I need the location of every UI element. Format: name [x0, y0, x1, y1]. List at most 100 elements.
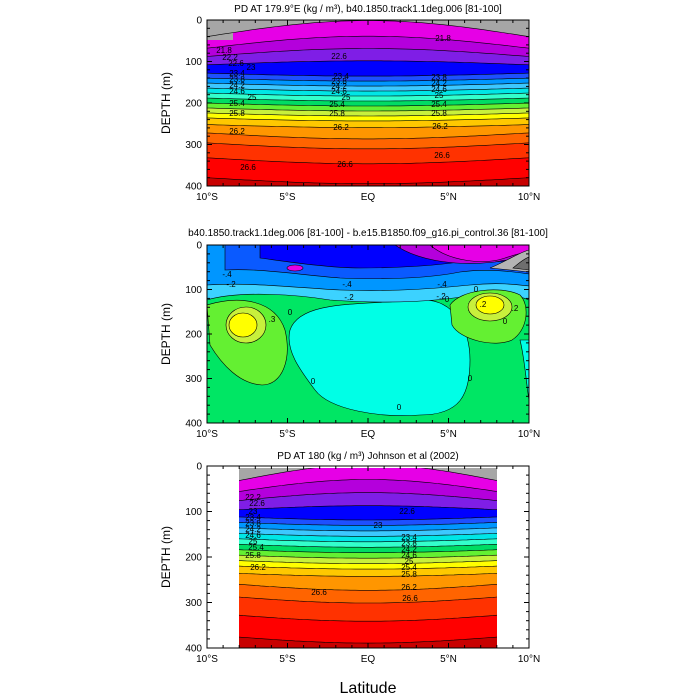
- contour-label: 25.8: [329, 109, 345, 118]
- panel-3-contour-line: [239, 554, 497, 559]
- contour-label: 23: [247, 63, 256, 72]
- x-tick-label: 10°S: [196, 654, 218, 665]
- contour-label: 25.4: [329, 100, 345, 109]
- x-tick-label: EQ: [361, 429, 376, 440]
- panel-3-contour-line: [239, 527, 497, 532]
- contour-label: 25.4: [401, 563, 417, 572]
- panel-3-contour-labels: 22.222.62323.423.824.224.62525.425.826.2…: [245, 493, 418, 603]
- contour-label: 22.6: [399, 507, 415, 516]
- panel-3-axes: 10°S 5°S EQ 5°N 10°N 0 100 200 300 400: [185, 462, 540, 666]
- panel-1-contour-line: [207, 124, 529, 128]
- panel-3-contour-line: [239, 538, 497, 543]
- panel-3-band: [239, 468, 497, 492]
- y-tick-label: 300: [185, 140, 202, 151]
- contour-label: 25: [248, 93, 257, 102]
- panel-2-band: [475, 295, 505, 315]
- panel-3: PD AT 180 (kg / m³) Johnson et al (2002)…: [159, 451, 540, 665]
- panel-2-band: [286, 264, 304, 272]
- y-tick-label: 400: [185, 182, 202, 193]
- contour-label: 24.2: [401, 545, 417, 554]
- contour-label: 22.6: [249, 499, 265, 508]
- panel-1-band: [207, 20, 233, 40]
- contour-label: 23.4: [333, 72, 349, 81]
- y-tick-label: 100: [185, 285, 202, 296]
- contour-label: 0: [474, 285, 479, 294]
- contour-label: 24.6: [245, 531, 261, 540]
- contour-label: 24.2: [229, 81, 245, 90]
- panel-1-contour-labels: 21.822.222.6 2323.423.824.224.62525.425.8…: [216, 34, 451, 172]
- panel-2-contour-fill: [207, 245, 529, 423]
- contour-label: -.2: [344, 293, 354, 302]
- panel-1-contour-line: [207, 117, 529, 122]
- panel-3-contour-line: [239, 565, 497, 570]
- contour-label: 26.2: [250, 563, 266, 572]
- panel-2-axes: 10°S 5°S EQ 5°N 10°N 0 100 200 300 400: [185, 241, 540, 441]
- panel-1-contour-line: [207, 142, 529, 150]
- contour-label: 26.2: [401, 583, 417, 592]
- x-tick-label: EQ: [361, 192, 376, 203]
- contour-label: 25.4: [431, 100, 447, 109]
- contour-label: 23.8: [245, 519, 261, 528]
- panel-1-contour-line: [207, 112, 529, 117]
- panel-3-title: PD AT 180 (kg / m³) Johnson et al (2002): [277, 451, 458, 462]
- contour-label: 25.8: [431, 109, 447, 118]
- panel-3-contour-line: [239, 479, 497, 492]
- contour-label: 23.8: [229, 75, 245, 84]
- panel-3-contour-fill: [239, 468, 497, 648]
- panel-3-contour-line: [239, 533, 497, 537]
- y-tick-label: 100: [185, 507, 202, 518]
- contour-label: .3: [269, 315, 276, 324]
- contour-label: 0: [288, 308, 293, 317]
- y-tick-label: 300: [185, 598, 202, 609]
- panel-3-contour-line: [239, 522, 497, 526]
- x-tick-label: 10°N: [518, 654, 540, 665]
- panel-1-contour-line: [207, 107, 529, 112]
- panel-3-ylabel: DEPTH (m): [159, 526, 173, 588]
- contour-label: 23.8: [431, 73, 447, 82]
- contour-label: 23: [249, 507, 258, 516]
- contour-label: 26.6: [434, 151, 450, 160]
- panel-3-contour-line: [239, 468, 497, 481]
- contour-label: 25: [405, 557, 414, 566]
- panel-1-contour-fill: [207, 20, 529, 186]
- panel-2-ylabel: DEPTH (m): [159, 303, 173, 365]
- x-tick-label: 5°S: [279, 192, 296, 203]
- x-tick-label: 5°S: [279, 654, 296, 665]
- y-tick-label: 100: [185, 57, 202, 68]
- contour-label: 22.2: [222, 53, 238, 62]
- panel-1-axes: 10°S 5°S EQ 5°N 10°N 0 100 200 300 400: [185, 16, 540, 204]
- y-tick-label: 400: [185, 419, 202, 430]
- y-tick-label: 0: [196, 16, 202, 27]
- panel-1-contour-line: [207, 157, 529, 165]
- panel-3-contour-line: [239, 560, 497, 564]
- contour-label: 22.2: [245, 493, 261, 502]
- contour-label: 25.8: [401, 570, 417, 579]
- contour-label: 24.6: [431, 85, 447, 94]
- contour-label: 21.8: [435, 34, 451, 43]
- contour-label: 24.6: [229, 87, 245, 96]
- contour-label: 26.2: [432, 122, 448, 131]
- contour-label: 25: [342, 93, 351, 102]
- contour-label: 24.2: [431, 79, 447, 88]
- panel-3-contour-line: [239, 516, 497, 521]
- panel-1-contour-line: [207, 92, 529, 97]
- contour-label: 22.6: [228, 59, 244, 68]
- panel-3-contour-lines: [239, 468, 497, 644]
- panel-1-ylabel: DEPTH (m): [159, 72, 173, 134]
- contour-label: 0: [503, 317, 508, 326]
- panel-3-contour-line: [239, 584, 497, 591]
- y-tick-label: 200: [185, 99, 202, 110]
- panel-3-contour-line: [239, 596, 497, 604]
- contour-label: 0: [311, 377, 316, 386]
- panel-3-contour-line: [239, 614, 497, 622]
- contour-label: 0: [445, 295, 450, 304]
- contour-label: 26.6: [337, 160, 353, 169]
- contour-label: 0: [397, 403, 402, 412]
- contour-label: 23: [374, 521, 383, 530]
- contour-label: 23.8: [331, 77, 347, 86]
- contour-label: 0: [468, 374, 473, 383]
- x-tick-label: 10°S: [196, 192, 218, 203]
- contour-label: 23.4: [401, 533, 417, 542]
